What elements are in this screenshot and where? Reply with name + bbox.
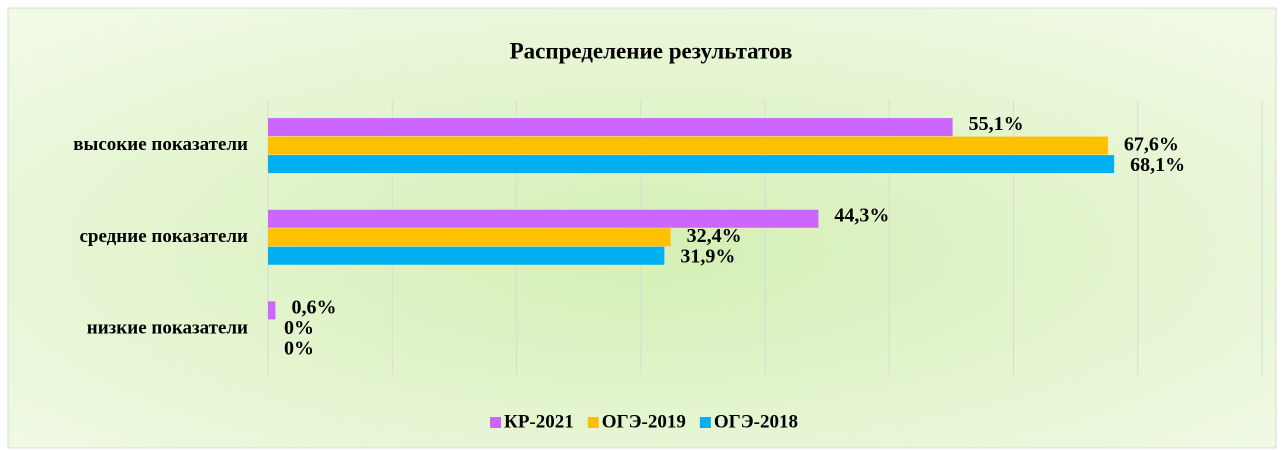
data-label: 32,4%: [687, 225, 742, 247]
data-label: 68,1%: [1130, 154, 1185, 176]
legend-marker: [699, 417, 711, 428]
bar: [268, 228, 671, 247]
category-label: высокие показатели: [73, 134, 248, 155]
legend-label: ОГЭ-2018: [714, 411, 798, 432]
legend-label: ОГЭ-2019: [602, 411, 686, 432]
legend-marker: [490, 417, 502, 428]
chart-background: [7, 7, 1277, 449]
category-label: низкие показатели: [87, 318, 248, 339]
data-label: 0%: [284, 337, 314, 359]
data-label: 0,6%: [291, 296, 336, 318]
chart-title: Распределение результатов: [510, 38, 793, 63]
data-label: 44,3%: [834, 205, 889, 227]
bar: [268, 209, 819, 228]
legend-label: КР-2021: [504, 411, 574, 432]
bar: [268, 118, 953, 137]
bar: [268, 301, 276, 320]
data-label: 67,6%: [1124, 133, 1179, 155]
data-label: 0%: [284, 317, 314, 339]
data-label: 31,9%: [680, 246, 735, 268]
legend-marker: [587, 417, 599, 428]
bar: [268, 155, 1115, 174]
bar: [268, 246, 665, 265]
category-label: средние показатели: [80, 226, 249, 247]
bar: [268, 136, 1108, 155]
data-label: 55,1%: [969, 113, 1024, 135]
